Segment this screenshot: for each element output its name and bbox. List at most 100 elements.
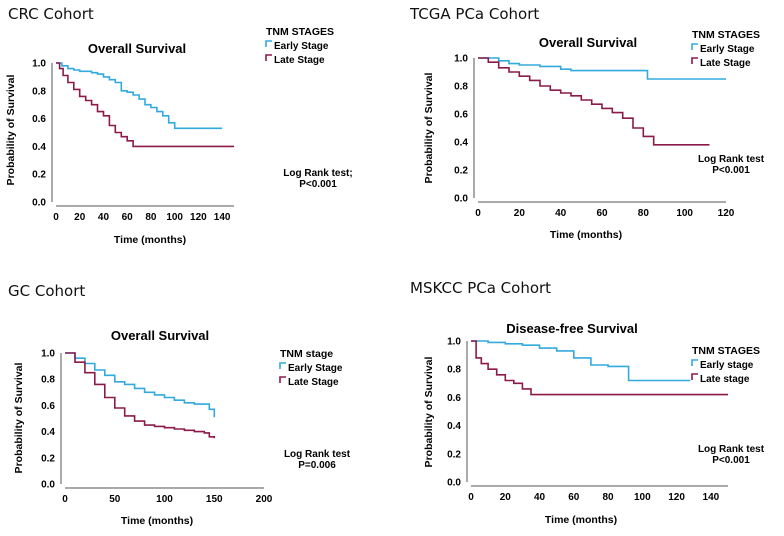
x-tick-label: 0 — [475, 208, 481, 219]
x-tick-label: 20 — [514, 208, 526, 219]
gc-survival-chart: Overall Survival 0.0 0.2 0.4 0.6 0.8 1.0 0 50 100… — [13, 328, 351, 527]
legend-entry: Late Stage — [288, 377, 339, 388]
late-stage-survival-line — [471, 340, 728, 396]
x-tick-label: 120 — [718, 208, 735, 219]
late-stage-legend-swatch — [279, 376, 286, 383]
plot-title: Overall Survival — [539, 35, 637, 50]
late-stage-legend-swatch — [691, 57, 698, 64]
x-tick-label: 140 — [703, 492, 720, 503]
y-tick-label: 0.8 — [447, 365, 461, 376]
y-axis-label: Probability of Survival — [423, 72, 435, 183]
y-tick-label: 0.4 — [41, 427, 55, 438]
p-value-label: P<0.001 — [712, 165, 750, 176]
x-axis-label: Time (months) — [545, 514, 617, 526]
y-tick-label: 0.2 — [447, 449, 461, 460]
plot-title: Overall Survival — [88, 41, 186, 56]
x-tick-label: 40 — [555, 208, 567, 219]
late-stage-legend-swatch — [265, 54, 272, 61]
y-tick-label: 0.4 — [447, 421, 461, 432]
early-stage-legend-swatch — [279, 362, 286, 369]
y-tick-label: 1.0 — [32, 59, 46, 70]
x-tick-label: 150 — [206, 494, 223, 505]
x-tick-label: 0 — [62, 494, 68, 505]
panel-tcga: TCGA PCa Cohort Overall Survival 0.0 0.2 0.… — [392, 0, 784, 265]
y-tick-label: 0.0 — [454, 194, 468, 205]
log-rank-label: Log Rank test — [284, 449, 351, 460]
y-tick-label: 0.6 — [447, 393, 461, 404]
mskcc-survival-chart: Disease-free Survival 0.0 0.2 0.4 0.6 0.8 1.0 0… — [423, 321, 765, 526]
y-tick-label: 0.6 — [41, 401, 55, 412]
x-tick-label: 100 — [676, 208, 693, 219]
cohort-label: GC Cohort — [8, 282, 86, 300]
cohort-label: MSKCC PCa Cohort — [410, 279, 552, 297]
y-tick-label: 0.2 — [454, 166, 468, 177]
log-rank-label: Log Rank test — [698, 154, 765, 165]
y-axis-label: Probability of Survival — [423, 356, 435, 467]
x-tick-label: 0 — [468, 492, 474, 503]
x-tick-label: 100 — [166, 212, 183, 223]
legend-entry: Early Stage — [274, 41, 329, 52]
early-stage-survival-line — [478, 57, 726, 80]
panel-mskcc: MSKCC PCa Cohort Disease-free Survival 0.… — [392, 265, 784, 531]
legend-title: TNM STAGES — [266, 26, 334, 38]
x-tick-label: 80 — [603, 492, 615, 503]
x-tick-label: 100 — [634, 492, 651, 503]
early-stage-legend-swatch — [265, 40, 272, 47]
x-tick-label: 100 — [156, 494, 173, 505]
late-stage-survival-line — [478, 57, 710, 146]
y-tick-label: 1.0 — [41, 349, 55, 360]
legend-title: TNM stage — [280, 348, 333, 360]
plot-title: Disease-free Survival — [506, 321, 638, 336]
panel-gc: GC Cohort Overall Survival 0.0 0.2 0.4 0.6 0.… — [0, 265, 392, 531]
y-tick-label: 0.2 — [32, 170, 46, 181]
y-tick-label: 0.8 — [32, 86, 46, 97]
y-tick-label: 0.8 — [454, 82, 468, 93]
tcga-survival-chart: Overall Survival 0.0 0.2 0.4 0.6 0.8 1.0 0 20 40 6… — [423, 29, 765, 241]
early-stage-legend-swatch — [691, 43, 698, 50]
y-tick-label: 0.2 — [41, 453, 55, 464]
cohort-label: TCGA PCa Cohort — [410, 5, 540, 23]
late-stage-legend-swatch — [691, 373, 698, 380]
early-stage-survival-line — [471, 340, 691, 382]
early-stage-legend-swatch — [691, 359, 698, 366]
y-tick-label: 0.4 — [454, 138, 468, 149]
y-tick-label: 0.8 — [41, 375, 55, 386]
y-tick-label: 0.6 — [454, 110, 468, 121]
legend-title: TNM STAGES — [692, 345, 760, 357]
x-tick-label: 80 — [145, 212, 157, 223]
p-value-label: P<0.001 — [299, 179, 337, 190]
x-tick-label: 40 — [534, 492, 546, 503]
early-stage-survival-line — [56, 62, 223, 130]
x-tick-label: 120 — [668, 492, 685, 503]
legend-entry: Late stage — [700, 374, 750, 385]
x-axis-label: Time (months) — [121, 515, 193, 527]
x-axis-label: Time (months) — [550, 229, 622, 241]
legend-entry: Late Stage — [274, 55, 325, 66]
y-tick-label: 0.6 — [32, 114, 46, 125]
late-stage-survival-line — [65, 352, 216, 439]
x-tick-label: 20 — [74, 212, 86, 223]
x-tick-label: 50 — [109, 494, 121, 505]
log-rank-label: Log Rank test; — [283, 168, 352, 179]
y-tick-label: 1.0 — [447, 337, 461, 348]
cohort-label: CRC Cohort — [8, 5, 94, 23]
x-tick-label: 200 — [256, 494, 273, 505]
x-tick-label: 60 — [122, 212, 134, 223]
y-axis-label: Probability of Survival — [13, 362, 25, 473]
crc-survival-chart: Overall Survival 0.0 0.2 0.4 0.6 0.8 1.0 0 20 40 6… — [5, 26, 353, 246]
p-value-label: P=0.006 — [298, 460, 336, 471]
y-tick-label: 0.0 — [41, 480, 55, 491]
x-tick-label: 60 — [596, 208, 608, 219]
y-tick-label: 0.4 — [32, 142, 46, 153]
legend-entry: Early Stage — [288, 363, 343, 374]
legend-entry: Late Stage — [700, 58, 751, 69]
panel-crc: CRC Cohort Overall Survival 0.0 0.2 0.4 0.6 0… — [0, 0, 392, 265]
early-stage-survival-line — [65, 352, 216, 418]
x-tick-label: 40 — [98, 212, 110, 223]
y-tick-label: 0.0 — [447, 478, 461, 489]
x-axis-label: Time (months) — [114, 234, 186, 246]
x-tick-label: 20 — [500, 492, 512, 503]
legend-entry: Early stage — [700, 360, 754, 371]
late-stage-survival-line — [56, 62, 234, 148]
log-rank-label: Log Rank test — [698, 444, 765, 455]
